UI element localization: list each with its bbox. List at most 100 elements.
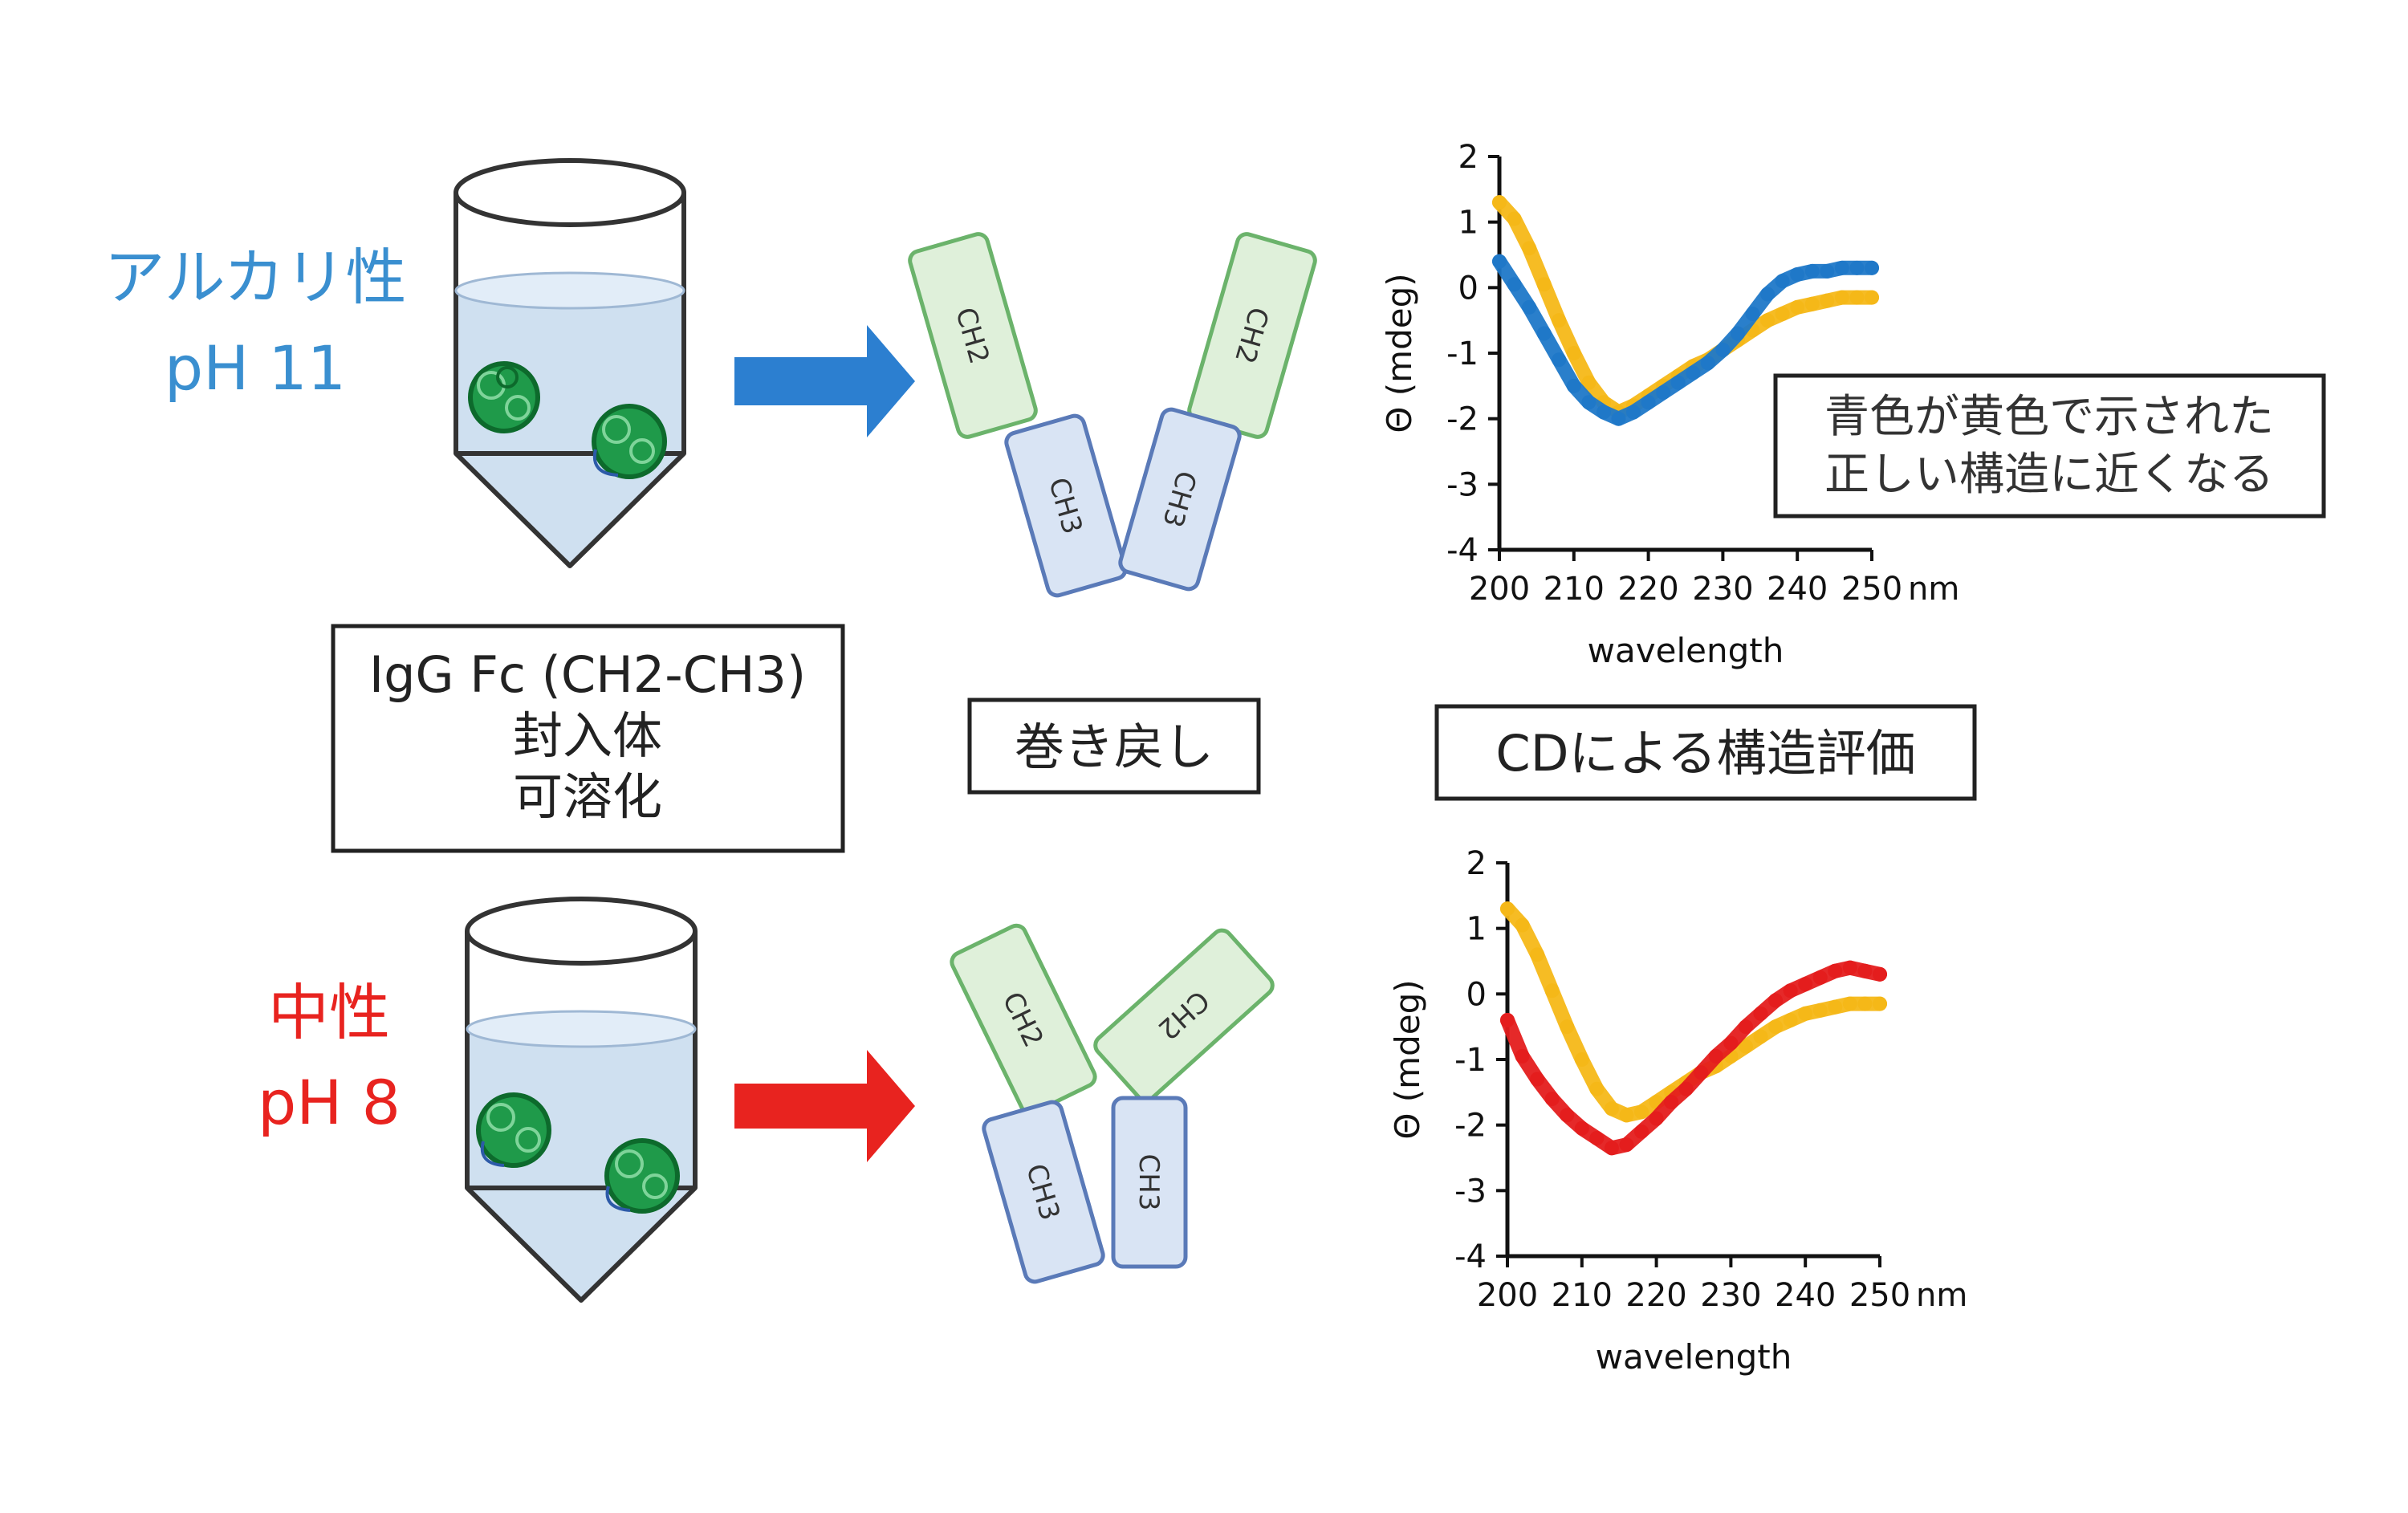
domain-ch3-left: CH3 (982, 1100, 1105, 1284)
cd-data-point (1589, 1131, 1605, 1145)
x-tick-label: 240 (1775, 1277, 1836, 1314)
cd-data-point (1634, 1104, 1649, 1120)
cd-data-point (1507, 211, 1522, 226)
cd-data-point (1745, 307, 1760, 321)
x-tick-label: 220 (1617, 571, 1678, 608)
x-tick-label: 250 (1849, 1277, 1910, 1314)
liquid-surface (454, 271, 685, 310)
sample-line-2: 封入体 (513, 706, 662, 765)
tube-cone (454, 451, 686, 568)
cd-data-point (1775, 274, 1790, 289)
tube-cone (465, 1186, 698, 1303)
x-tick-label: 220 (1625, 1277, 1686, 1314)
domain-ch3-right: CH3 (1118, 407, 1242, 592)
cd-data-point (1544, 983, 1560, 998)
cd-data-point (1536, 277, 1552, 292)
tube-opening (454, 158, 686, 227)
cd-data-point (1611, 411, 1626, 426)
cd-data-point (1581, 395, 1597, 410)
cd-data-point (1649, 1111, 1664, 1126)
cd-data-point (1798, 977, 1813, 992)
sample-box-frame (331, 624, 845, 853)
domain-ch2-right: CH2 (1093, 928, 1275, 1103)
cd-data-point (1812, 970, 1828, 985)
cd-data-point (1641, 395, 1656, 410)
cd-data-point (1522, 241, 1537, 256)
y-axis-title: Θ (mdeg) (1388, 979, 1427, 1139)
cd-eval-box: CDによる構造評価 (1434, 704, 1977, 801)
cd-data-point (1566, 378, 1581, 393)
y-tick-label: 1 (1458, 205, 1479, 242)
alkaline-ph-label: pH 11 (165, 332, 346, 404)
cd-data-point (1708, 1048, 1723, 1064)
cd-data-point (1581, 375, 1597, 390)
cd-data-point (1849, 260, 1865, 275)
cd-data-point (1738, 1039, 1753, 1054)
y-tick-label: -4 (1454, 1238, 1487, 1275)
y-tick-label: 2 (1458, 139, 1479, 176)
cd-data-point (1604, 1101, 1619, 1116)
tube-neutral (465, 897, 698, 1303)
x-tick-label: 200 (1477, 1277, 1538, 1314)
protein-aggregate (468, 361, 540, 433)
cd-data-point (1656, 385, 1671, 400)
cd-data-point (1619, 1137, 1634, 1153)
cd-data-point (1634, 1124, 1649, 1139)
cd-data-point (1753, 1006, 1768, 1021)
cd-data-point (1492, 254, 1507, 269)
cd-data-point (1530, 1072, 1545, 1087)
cd-eval-label: CDによる構造評価 (1495, 724, 1915, 783)
cd-data-point (1783, 983, 1798, 998)
x-tick-label: 250 (1841, 571, 1902, 608)
arrow-neutral (734, 1050, 915, 1162)
cd-data-point (1626, 405, 1641, 420)
cd-data-point (1664, 1095, 1679, 1110)
arrow-alkaline (734, 325, 915, 437)
cd-data-point (1768, 1019, 1784, 1035)
cd-data-point (1522, 299, 1537, 315)
cd-data-point (1804, 296, 1820, 311)
cd-data-point (1566, 346, 1581, 360)
domain-ch3-left: CH3 (1004, 413, 1128, 598)
cd-data-point (1873, 966, 1887, 982)
cd-data-point (1834, 290, 1849, 305)
cd-data-point (1560, 1019, 1575, 1035)
y-tick-label: -1 (1454, 1042, 1487, 1079)
cd-data-point (1723, 1035, 1739, 1051)
domain-ch3-right: CH3 (1111, 1096, 1188, 1269)
cd-data-point (1604, 1141, 1619, 1156)
cd-data-point (1596, 405, 1611, 420)
x-tick-label: 210 (1552, 1277, 1613, 1314)
cd-data-point (1783, 1013, 1798, 1027)
cd-data-point (1842, 996, 1857, 1011)
y-tick-label: -2 (1454, 1108, 1487, 1145)
cd-data-point (1515, 917, 1530, 933)
protein-aggregate (604, 1138, 680, 1214)
y-tick-label: -1 (1446, 336, 1479, 372)
sample-line-1: IgG Fc (CH2-CH3) (369, 645, 806, 704)
y-tick-label: 1 (1466, 911, 1487, 948)
cd-data-point (1574, 1052, 1589, 1067)
protein-aggregate (592, 404, 667, 479)
x-unit-label: nm (1916, 1277, 1967, 1314)
note-line-2: 正しい構造に近くなる (1824, 449, 2274, 501)
domain-ch2-left: CH2 (950, 923, 1097, 1116)
neutral-ph-label: pH 8 (258, 1067, 401, 1138)
refold-box-frame (967, 698, 1261, 795)
cd-data-point (1857, 996, 1873, 1011)
y-tick-label: 0 (1466, 976, 1487, 1013)
cd-data-point (1849, 290, 1865, 305)
cd-data-point (1865, 260, 1879, 275)
refold-box: 巻き戻し (967, 698, 1261, 795)
y-tick-label: 0 (1458, 270, 1479, 307)
cd-data-point (1865, 290, 1879, 305)
y-tick-label: -4 (1446, 532, 1479, 569)
cd-data-point (1694, 1065, 1709, 1080)
cd-data-point (1715, 342, 1731, 357)
protein-aggregate (476, 1092, 551, 1168)
cd-data-point (1812, 1003, 1828, 1018)
x-tick-label: 230 (1692, 571, 1753, 608)
cd-data-point (1530, 947, 1545, 962)
sample-box: IgG Fc (CH2-CH3) 封入体 可溶化 (331, 624, 845, 853)
